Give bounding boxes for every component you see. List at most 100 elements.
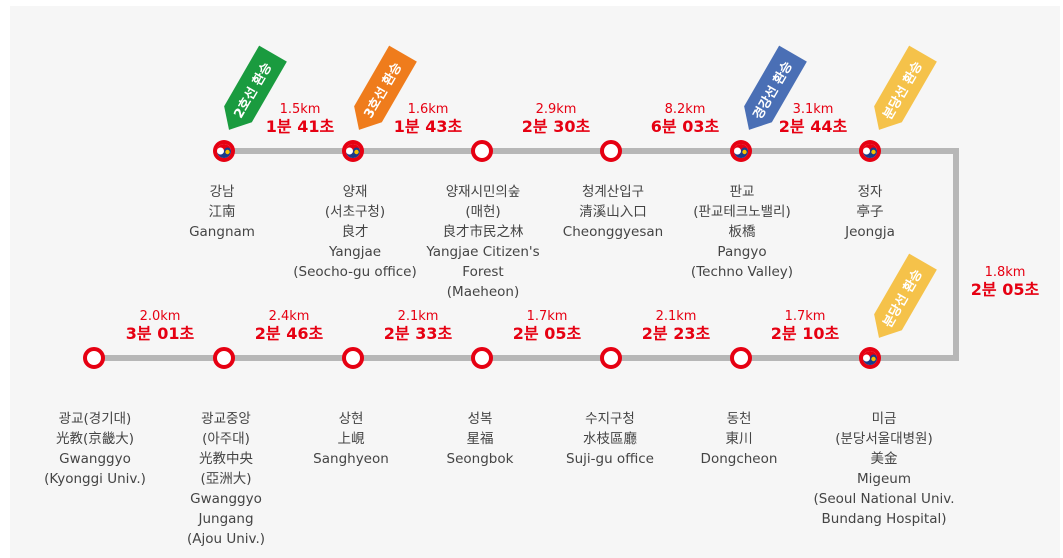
badge-shape <box>354 45 417 130</box>
label-line: Jungang <box>198 511 254 527</box>
transfer-station-icon <box>213 140 235 162</box>
segment-pangyo-jeongja: 3.1km 2분 44초 <box>753 102 873 136</box>
station-cheonggyesan[interactable] <box>600 140 622 162</box>
station-label-gwanggyo-jungang: 광교중앙 (아주대) 光教中央 (亞洲大) Gwanggyo Jungang (… <box>151 409 301 549</box>
label-line: Gwanggyo <box>59 451 131 467</box>
segment-yangjae-forest: 1.6km 1분 43초 <box>368 102 488 136</box>
label-line: 光教中央 <box>199 451 253 467</box>
label-line: 亭子 <box>856 204 884 220</box>
segment-distance: 8.2km <box>664 102 706 117</box>
line3-transfer-badge: 3호선 환승 <box>352 40 432 144</box>
label-line: (서초구청) <box>324 204 386 220</box>
label-line: 水枝區廳 <box>583 431 637 447</box>
segment-time: 2분 33초 <box>383 323 453 343</box>
label-line: 강남 <box>209 184 235 200</box>
station-label-sanghyeon: 상현 上峴 Sanghyeon <box>276 409 426 469</box>
label-line: 광교중앙 <box>201 411 251 427</box>
segment-time: 3분 01초 <box>125 323 195 343</box>
station-migeum[interactable] <box>859 347 881 369</box>
segment-gangnam-yangjae: 1.5km 1분 41초 <box>240 102 360 136</box>
segment-distance: 2.1km <box>655 309 697 324</box>
label-line: Seongbok <box>446 451 514 467</box>
label-line: 성복 <box>467 411 493 427</box>
segment-time: 6분 03초 <box>650 116 720 136</box>
label-line: Yangjae <box>328 244 382 260</box>
badge-shape <box>874 253 937 338</box>
station-suji-gu-office[interactable] <box>600 347 622 369</box>
track-top <box>224 148 959 154</box>
label-line: 판교 <box>729 184 755 200</box>
station-yangjae[interactable] <box>342 140 364 162</box>
track-bottom <box>93 355 959 361</box>
station-label-yangjae-citizens-forest: 양재시민의숲 (매헌) 良才市民之林 Yangjae Citizen's For… <box>408 182 558 302</box>
segment-forest-cheonggyesan: 2.9km 2분 30초 <box>496 102 616 136</box>
segment-cheonggyesan-pangyo: 8.2km 6분 03초 <box>625 102 745 136</box>
segment-jungang-sanghyeon: 2.4km 2분 46초 <box>229 309 349 343</box>
segment-distance: 1.5km <box>279 102 321 117</box>
label-line: Suji-gu office <box>566 451 654 467</box>
segment-seongbok-suji: 1.7km 2분 05초 <box>487 309 607 343</box>
station-label-cheonggyesan: 청계산입구 清溪山入口 Cheonggyesan <box>538 182 688 242</box>
station-dongcheon[interactable] <box>730 347 752 369</box>
badge-shape <box>744 45 807 130</box>
transfer-station-icon <box>859 140 881 162</box>
label-line: (Ajou Univ.) <box>186 531 266 547</box>
segment-suji-dongcheon: 2.1km 2분 23초 <box>616 309 736 343</box>
station-gangnam[interactable] <box>213 140 235 162</box>
label-line: 상현 <box>338 411 364 427</box>
segment-time: 2분 30초 <box>521 116 591 136</box>
segment-time: 2분 05초 <box>970 279 1040 299</box>
station-label-pangyo: 판교 (판교테크노밸리) 板橋 Pangyo (Techno Valley) <box>667 182 817 282</box>
label-line: (Seoul National Univ. <box>813 491 955 507</box>
label-line: 동천 <box>726 411 752 427</box>
label-line: 미금 <box>871 411 897 427</box>
station-pangyo[interactable] <box>730 140 752 162</box>
segment-jeongja-migeum: 1.8km 2분 05초 <box>960 265 1050 299</box>
label-line: 美金 <box>870 451 898 467</box>
segment-distance: 1.7km <box>784 309 826 324</box>
transfer-station-icon <box>342 140 364 162</box>
label-line: 良才市民之林 <box>442 224 524 240</box>
station-yangjae-citizens-forest[interactable] <box>471 140 493 162</box>
label-line: Sanghyeon <box>313 451 389 467</box>
label-line: Migeum <box>857 471 911 487</box>
label-line: (매헌) <box>465 204 501 220</box>
label-line: (분당서울대병원) <box>835 431 933 447</box>
label-line: 광교(경기대) <box>58 411 132 427</box>
station-jeongja[interactable] <box>859 140 881 162</box>
line2-transfer-badge: 2호선 환승 <box>222 40 302 144</box>
label-line: 光教(京畿大) <box>55 431 135 447</box>
label-line: (Kyonggi Univ.) <box>44 471 146 487</box>
label-line: 양재시민의숲 <box>445 184 521 200</box>
label-line: 청계산입구 <box>581 184 645 200</box>
label-line: Gangnam <box>189 224 255 240</box>
track-connector <box>953 148 959 361</box>
segment-time: 2분 46초 <box>254 323 324 343</box>
label-line: 江南 <box>208 204 236 220</box>
station-seongbok[interactable] <box>471 347 493 369</box>
segment-distance: 1.6km <box>407 102 449 117</box>
label-line: 양재 <box>342 184 368 200</box>
station-gwanggyo[interactable] <box>83 347 105 369</box>
bundang-transfer-badge-bottom: 분당선 환승 <box>872 248 952 352</box>
label-line: 星福 <box>466 431 494 447</box>
station-label-gwanggyo: 광교(경기대) 光教(京畿大) Gwanggyo (Kyonggi Univ.) <box>20 409 170 489</box>
station-sanghyeon[interactable] <box>342 347 364 369</box>
label-line: (Seocho-gu office) <box>293 264 417 280</box>
label-line: Jeongja <box>845 224 895 240</box>
gyeonggang-transfer-badge: 경강선 환승 <box>742 40 822 144</box>
label-line: Gwanggyo <box>190 491 262 507</box>
badge-shape <box>874 45 937 130</box>
segment-distance: 2.0km <box>139 309 181 324</box>
label-line: Yangjae Citizen's <box>426 244 540 260</box>
label-line: 上峴 <box>337 431 365 447</box>
station-gwanggyo-jungang[interactable] <box>213 347 235 369</box>
segment-distance: 1.8km <box>984 265 1026 280</box>
segment-time: 2분 23초 <box>641 323 711 343</box>
label-line: 板橋 <box>728 224 756 240</box>
label-line: 수지구청 <box>585 411 635 427</box>
segment-sanghyeon-seongbok: 2.1km 2분 33초 <box>358 309 478 343</box>
segment-time: 2분 10초 <box>770 323 840 343</box>
segment-time: 2분 05초 <box>512 323 582 343</box>
segment-gwanggyo-jungang: 2.0km 3분 01초 <box>100 309 220 343</box>
